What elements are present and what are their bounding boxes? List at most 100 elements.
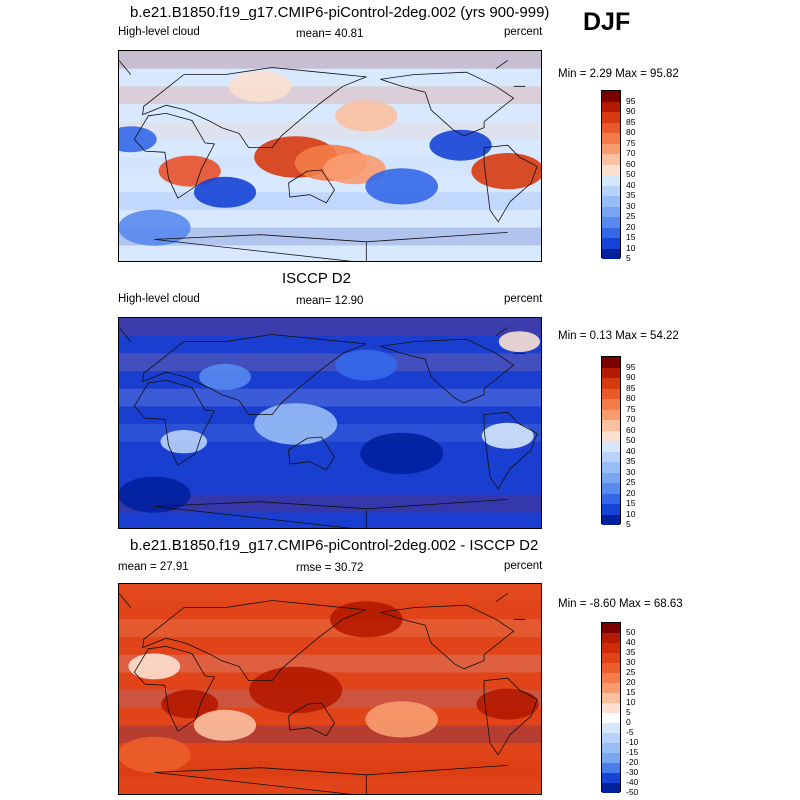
colorbar-segment [602, 514, 620, 525]
colorbar-tick-label: 50 [626, 169, 636, 179]
colorbar-segment [602, 409, 620, 420]
colorbar-segment [602, 420, 620, 431]
coastline-australia [288, 436, 335, 471]
colorbar-tick-label: 25 [626, 667, 636, 677]
coastline-europe-asia [142, 334, 367, 415]
colorbar-segment [602, 504, 620, 515]
colorbar-segment [602, 238, 620, 249]
coastline-australia [288, 702, 335, 737]
colorbar-segment [602, 663, 620, 673]
data-region [335, 349, 398, 381]
colorbar-tick-label: 5 [626, 519, 631, 529]
coastline-antarctica [154, 499, 508, 528]
data-region [476, 688, 539, 720]
data-region [119, 476, 191, 513]
colorbar-segment [602, 378, 620, 389]
data-region [128, 653, 181, 680]
data-region [199, 363, 251, 390]
coastline-australia [288, 169, 335, 204]
colorbar-tick-label: 70 [626, 148, 636, 158]
colorbar-tick-label: 30 [626, 657, 636, 667]
data-region [158, 155, 221, 187]
data-region [119, 209, 191, 246]
panel3-units: percent [504, 560, 543, 572]
data-region [471, 153, 541, 190]
colorbar-segment [602, 227, 620, 238]
colorbar-segment [602, 462, 620, 473]
colorbar-segment [602, 143, 620, 154]
colorbar-tick-label: 50 [626, 627, 636, 637]
map-band [119, 654, 541, 673]
panel1-minmax: Min = 2.29 Max = 95.82 [558, 68, 679, 80]
colorbar-tick-label: 85 [626, 116, 636, 127]
data-region [323, 153, 386, 185]
colorbar-segment [602, 763, 620, 773]
colorbar-tick-label: 35 [626, 190, 636, 200]
colorbar-segment [602, 388, 620, 399]
panel2-minmax: Min = 0.13 Max = 54.22 [558, 330, 679, 342]
data-region [193, 709, 257, 741]
colorbar-segment [602, 643, 620, 653]
coastline-europe-asia [142, 67, 367, 148]
colorbar-tick-label: 95 [626, 361, 636, 372]
colorbar-segment [602, 248, 620, 259]
colorbar-segment [602, 154, 620, 165]
data-region [160, 430, 208, 454]
panel2-title: ISCCP D2 [282, 270, 351, 287]
colorbar-tick-label: 80 [626, 127, 636, 137]
panel2-mean: mean= 12.90 [296, 295, 364, 307]
colorbar-segment [602, 483, 620, 494]
colorbar-segment [602, 633, 620, 643]
panel3-title: b.e21.B1850.f19_g17.CMIP6-piControl-2deg… [130, 537, 539, 554]
panel1-colorbar [601, 90, 621, 259]
colorbar-tick-label: 20 [626, 221, 636, 232]
map-band [119, 619, 541, 637]
panel1-title: b.e21.B1850.f19_g17.CMIP6-piControl-2deg… [130, 4, 550, 21]
colorbar-tick-label: 30 [626, 200, 636, 211]
colorbar-tick-label: 75 [626, 403, 636, 414]
colorbar-tick-label: -5 [626, 727, 634, 737]
colorbar-tick-label: 60 [626, 158, 636, 169]
colorbar-segment [602, 703, 620, 713]
data-region [119, 736, 191, 773]
colorbar-tick-label: 50 [626, 435, 636, 445]
data-region [119, 126, 157, 153]
colorbar-segment [602, 673, 620, 683]
panel1-map [118, 50, 542, 262]
coastline-north-america [380, 71, 515, 137]
colorbar-segment [602, 683, 620, 693]
colorbar-tick-label: 0 [626, 717, 631, 727]
panel3-rmse: rmse = 30.72 [296, 562, 364, 574]
colorbar-segment [602, 753, 620, 763]
panel2-units: percent [504, 293, 543, 305]
season-label: DJF [583, 8, 631, 36]
panel2-map [118, 317, 542, 529]
panel3-mean: mean = 27.91 [118, 561, 189, 573]
data-region [249, 666, 343, 714]
colorbar-segment [602, 367, 620, 378]
data-region [429, 129, 492, 161]
colorbar-tick-label: 95 [626, 95, 636, 106]
colorbar-tick-label: 20 [626, 487, 636, 498]
colorbar-segment [602, 723, 620, 733]
panel3-minmax: Min = -8.60 Max = 68.63 [558, 598, 683, 610]
colorbar-tick-label: 70 [626, 414, 636, 424]
colorbar-segment [602, 653, 620, 663]
colorbar-tick-label: 10 [626, 697, 636, 707]
colorbar-segment [602, 733, 620, 743]
colorbar-segment [602, 164, 620, 175]
coastline-africa [133, 112, 216, 199]
colorbar-segment [602, 783, 620, 793]
data-region [365, 168, 438, 205]
colorbar-tick-label: 80 [626, 393, 636, 403]
panel3-colorbar [601, 622, 621, 793]
colorbar-tick-label: 10 [626, 242, 636, 253]
map-band [119, 86, 541, 104]
map-band [119, 760, 541, 779]
map-band [119, 388, 541, 407]
colorbar-tick-label: 75 [626, 137, 636, 148]
colorbar-tick-label: -15 [626, 747, 639, 757]
coastline-africa [133, 645, 216, 732]
colorbar-tick-label: 15 [626, 687, 636, 697]
colorbar-segment [602, 185, 620, 196]
